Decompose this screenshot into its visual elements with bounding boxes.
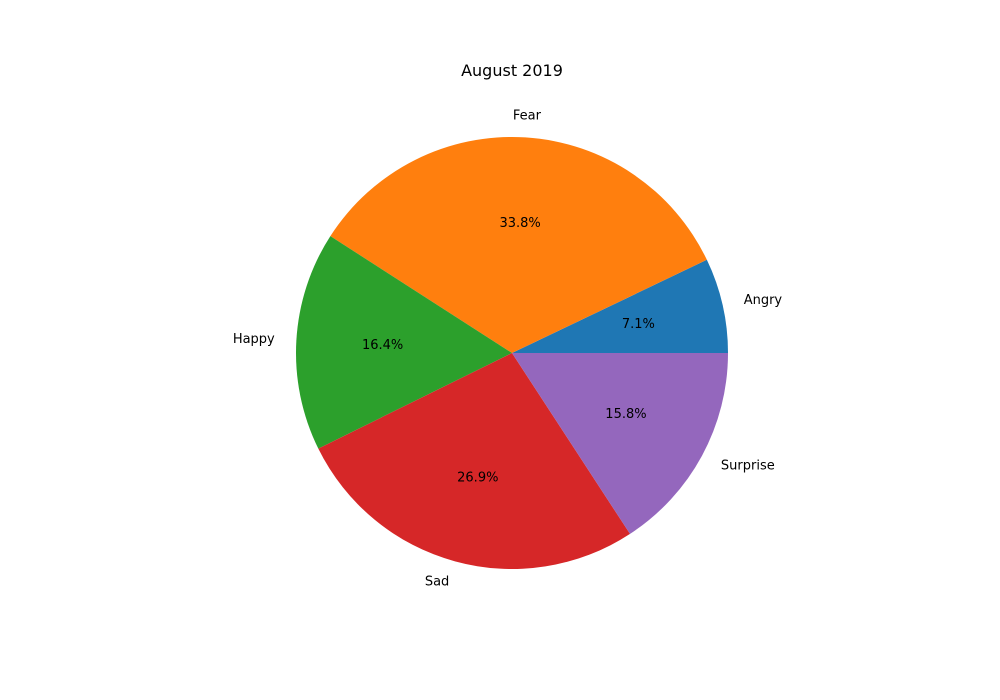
- pie-slice-happy: [295, 236, 512, 449]
- slice-percent-sad: 26.9%: [457, 471, 498, 486]
- slice-percent-surprise: 15.8%: [605, 407, 646, 422]
- pie-slices: [295, 136, 728, 569]
- slice-percent-fear: 33.8%: [499, 216, 540, 231]
- pie-slice-surprise: [512, 353, 728, 534]
- slice-percent-happy: 16.4%: [362, 338, 403, 353]
- pie-slice-fear: [330, 136, 707, 353]
- pie-slice-angry: [512, 259, 728, 353]
- pie-slice-sad: [318, 353, 631, 569]
- slice-label-sad: Sad: [425, 575, 449, 590]
- slice-label-fear: Fear: [513, 108, 542, 123]
- chart-title: August 2019: [461, 61, 563, 80]
- pie-labels: Angry 7.1% Fear 33.8% Happy 16.4% Sad 26.9% Surp…: [233, 108, 783, 589]
- slice-percent-angry: 7.1%: [622, 317, 655, 332]
- slice-label-angry: Angry: [744, 293, 783, 308]
- slice-label-happy: Happy: [233, 332, 275, 347]
- slice-label-surprise: Surprise: [721, 459, 775, 474]
